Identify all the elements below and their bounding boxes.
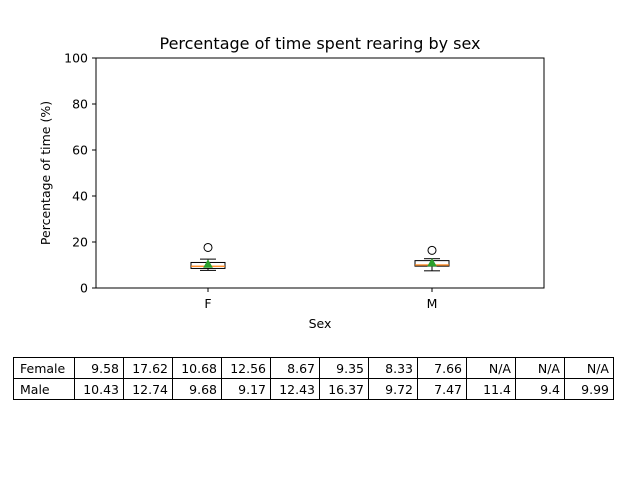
y-tick-label: 60: [72, 143, 88, 158]
table-cell: 7.47: [417, 378, 467, 400]
table-cell: 9.4: [515, 378, 565, 400]
x-tick-label: M: [427, 296, 438, 311]
table-cell: 9.17: [221, 378, 271, 400]
table-cell: 8.33: [368, 357, 418, 379]
mean-marker: [203, 259, 213, 268]
table-cell: N/A: [515, 357, 565, 379]
outlier-point: [427, 245, 437, 255]
table-cell: 12.56: [221, 357, 271, 379]
table-row: Female 9.58 17.62 10.68 12.56 8.67 9.35 8.33 7.6…: [13, 357, 614, 379]
table-cell: 16.37: [319, 378, 369, 400]
table-cell: 10.68: [172, 357, 222, 379]
row-label: Female: [13, 357, 75, 379]
data-table: Female 9.58 17.62 10.68 12.56 8.67 9.35 8.33 7.6…: [13, 357, 614, 400]
y-tick-label: 0: [80, 281, 88, 296]
table-cell: N/A: [466, 357, 516, 379]
table-cell: 9.58: [74, 357, 124, 379]
table-row: Male 10.43 12.74 9.68 9.17 12.43 16.37 9.72 7.47…: [13, 378, 614, 400]
y-tick-label: 20: [72, 235, 88, 250]
table-cell: 10.43: [74, 378, 124, 400]
table-cell: 9.72: [368, 378, 418, 400]
y-tick-label: 80: [72, 97, 88, 112]
table-cell: 9.35: [319, 357, 369, 379]
box-marks: [190, 242, 450, 272]
table-cell: 12.74: [123, 378, 173, 400]
table-cell: N/A: [564, 357, 614, 379]
x-tick-label: F: [204, 296, 211, 311]
table-cell: 9.68: [172, 378, 222, 400]
x-axis-label: Sex: [309, 316, 332, 331]
table-cell: 12.43: [270, 378, 320, 400]
row-label: Male: [13, 378, 75, 400]
y-tick-label: 40: [72, 189, 88, 204]
box-F: [190, 242, 226, 271]
y-axis-label: Percentage of time (%): [38, 101, 53, 245]
mean-marker: [427, 258, 437, 267]
box-M: [414, 245, 450, 272]
table-cell: 9.99: [564, 378, 614, 400]
chart-title: Percentage of time spent rearing by sex: [159, 34, 480, 53]
table-cell: 8.67: [270, 357, 320, 379]
table-cell: 7.66: [417, 357, 467, 379]
y-tick-label: 100: [64, 51, 88, 66]
outlier-point: [203, 242, 213, 252]
box-plot: Percentage of time spent rearing by sex …: [38, 34, 545, 331]
axes: 0 20 40 60 80 100 F M: [64, 51, 545, 311]
plot-frame: [95, 57, 545, 289]
table-cell: 11.4: [466, 378, 516, 400]
table-cell: 17.62: [123, 357, 173, 379]
